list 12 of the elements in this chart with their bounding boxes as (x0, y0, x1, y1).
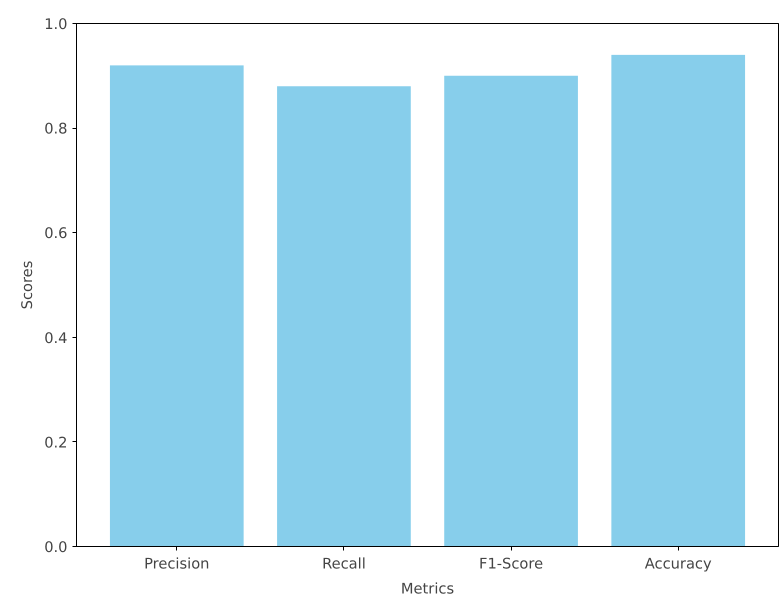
x-tick-label: F1-Score (479, 556, 544, 572)
y-tick-label: 0.2 (44, 434, 68, 452)
y-tick-label: 1.0 (44, 16, 68, 33)
x-tick-label: Recall (322, 556, 366, 572)
y-tick-label: 0.6 (44, 225, 68, 242)
x-axis-title: Metrics (400, 580, 454, 598)
y-tick-label: 0.8 (44, 120, 68, 138)
x-tick-label: Precision (144, 556, 210, 572)
x-tick-label: Accuracy (644, 556, 712, 572)
y-tick-label: 0.4 (44, 330, 68, 347)
y-axis-title: Scores (19, 260, 36, 310)
y-tick-label: 0.0 (44, 539, 68, 556)
